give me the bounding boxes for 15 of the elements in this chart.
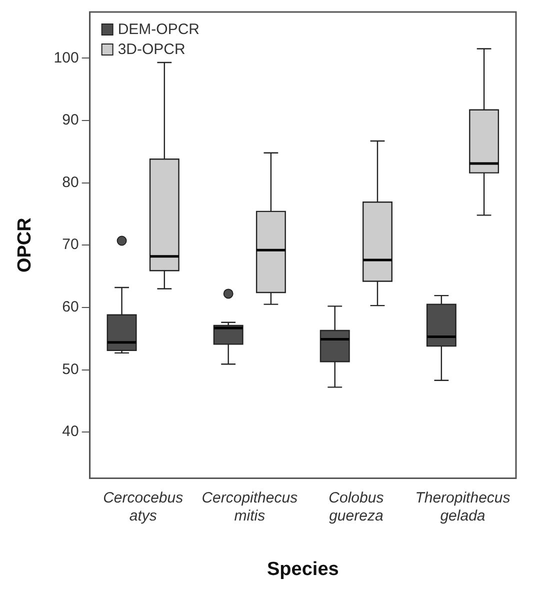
y-tick-label: 70: [62, 236, 79, 254]
y-tick-label: 50: [62, 360, 79, 378]
y-tick-label: 100: [54, 49, 79, 66]
y-tick-label: 80: [62, 174, 79, 191]
y-tick-label: 90: [62, 112, 79, 129]
legend-label: DEM-OPCR: [118, 21, 200, 38]
x-tick-label: Cercocebus atys: [103, 489, 184, 524]
x-tick-label: Cercopithecus mitis: [202, 489, 298, 524]
y-tick-label: 60: [62, 298, 79, 316]
x-axis-title: Species: [267, 558, 339, 580]
y-axis-title: OPCR: [14, 217, 36, 273]
x-tick-label: Colobus guereza: [328, 489, 384, 524]
legend-label: 3D-OPCR: [118, 41, 186, 58]
y-tick-label: 40: [62, 423, 79, 440]
x-tick-label: Theropithecus gelada: [415, 489, 511, 524]
